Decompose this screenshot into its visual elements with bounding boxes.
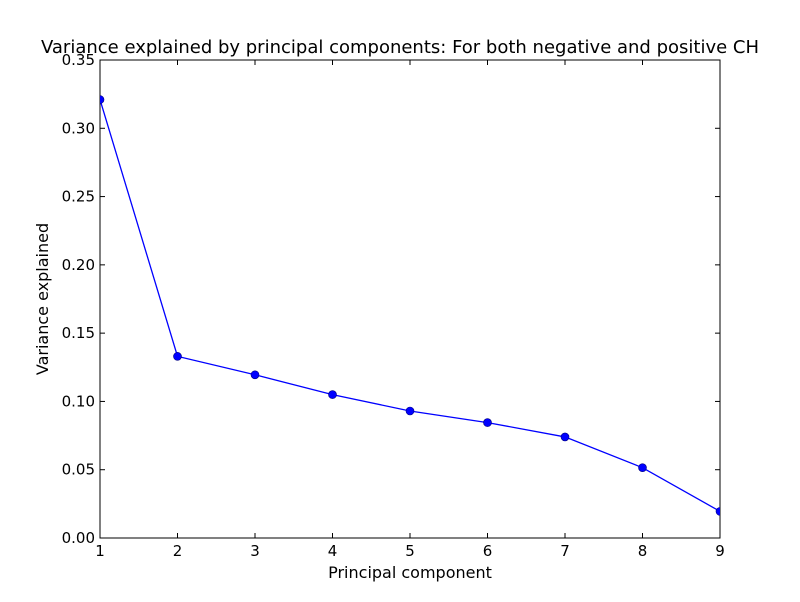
axes-frame (99, 59, 721, 539)
data-point (638, 463, 647, 472)
y-tick-label: 0.30 (62, 119, 95, 137)
x-tick-label: 7 (560, 542, 570, 560)
data-point (405, 406, 415, 416)
data-point (250, 370, 260, 380)
y-tick-label: 0.35 (62, 51, 95, 69)
x-tick-label: 4 (328, 542, 338, 560)
x-tick-label: 5 (405, 542, 415, 560)
series-layer (100, 95, 720, 516)
x-tick-label: 9 (715, 542, 725, 560)
data-point (328, 390, 337, 399)
y-tick-label: 0.20 (62, 256, 95, 274)
series-line (100, 99, 720, 512)
x-tick-label: 1 (95, 542, 105, 560)
x-axis-label: Principal component (328, 563, 492, 582)
chart-title: Variance explained by principal componen… (41, 37, 759, 58)
series-group (100, 95, 720, 516)
data-point (100, 95, 105, 104)
plot-area-border (99, 59, 721, 539)
x-tick-label: 8 (638, 542, 648, 560)
data-point (560, 432, 570, 442)
x-tick-label: 3 (250, 542, 260, 560)
data-point (483, 418, 492, 427)
x-tick-label: 6 (483, 542, 493, 560)
y-axis-label: Variance explained (33, 223, 52, 375)
y-tick-label: 0.05 (62, 461, 95, 479)
y-tick-label: 0.15 (62, 324, 95, 342)
y-tick-label: 0.25 (62, 188, 95, 206)
ticks-layer: 1 2 3 4 5 6 7 8 9 0.00 0.05 0.10 0.15 0.20 0.25 0.30 0.3… (62, 51, 725, 560)
data-point (173, 352, 182, 361)
data-point (715, 507, 720, 516)
y-tick-label: 0.00 (62, 529, 95, 547)
x-tick-label: 2 (173, 542, 183, 560)
y-tick-label: 0.10 (62, 392, 95, 410)
